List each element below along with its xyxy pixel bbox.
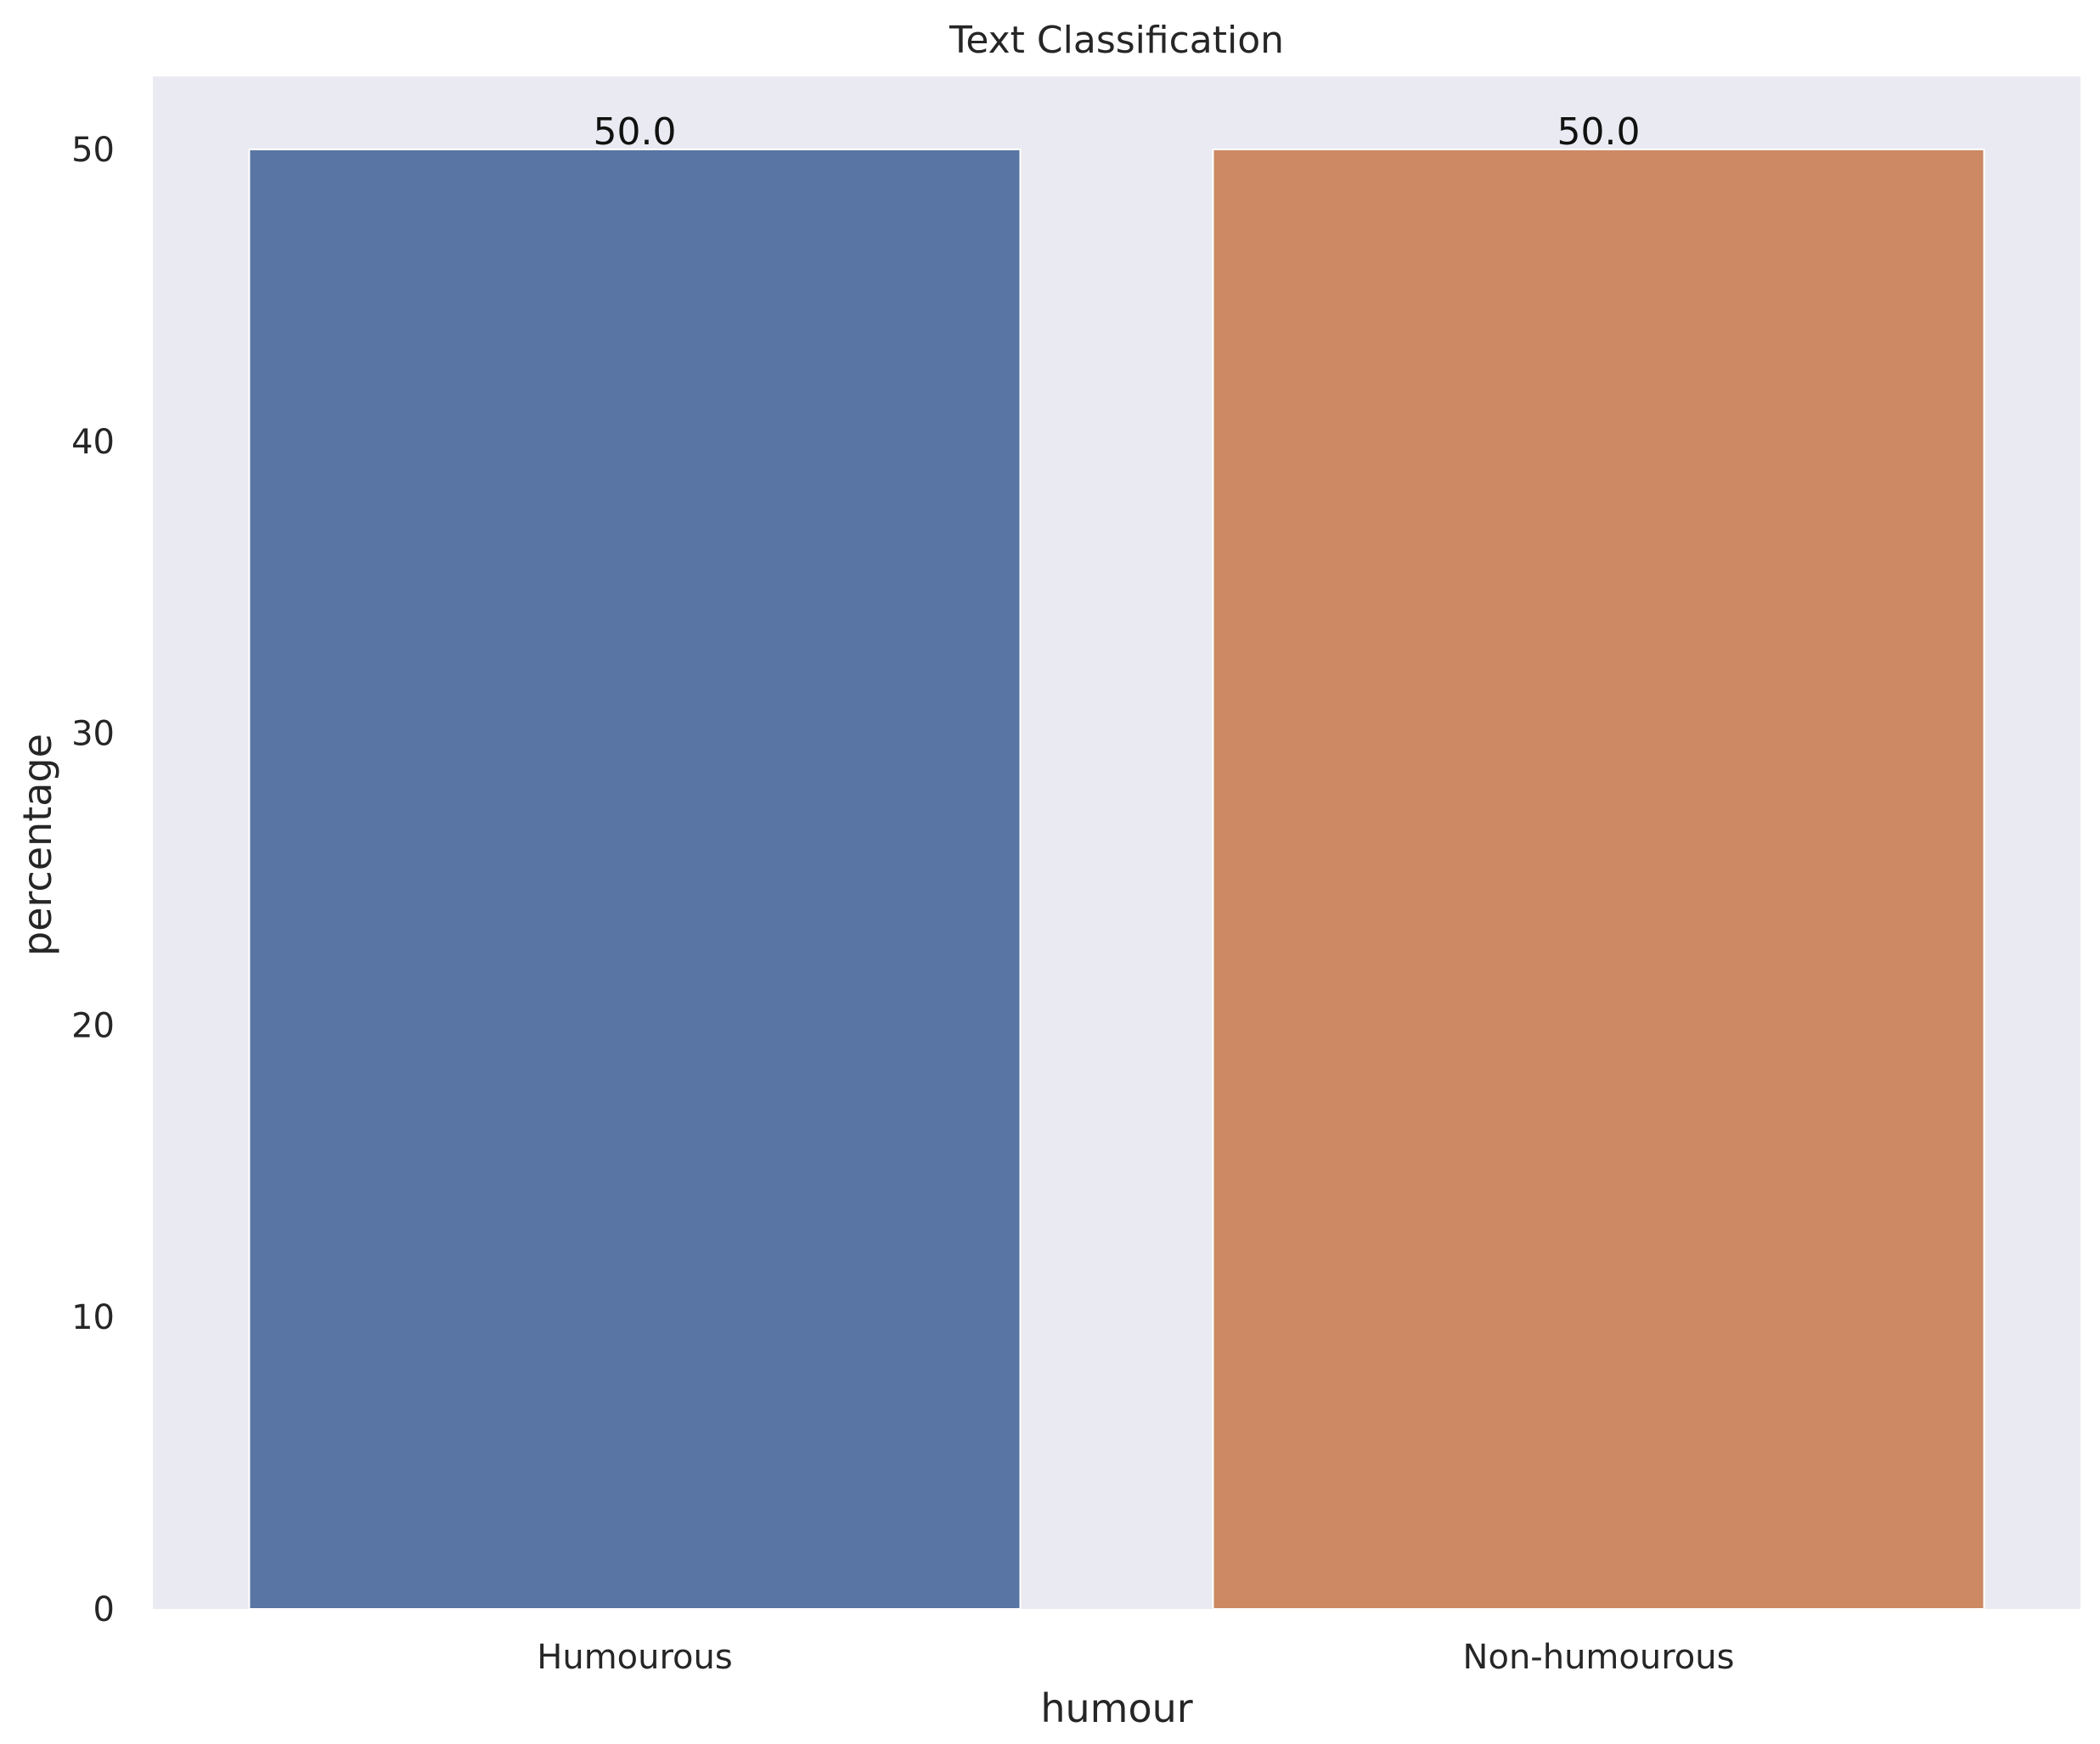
y-axis-label: percentage — [14, 734, 60, 956]
y-tick-label: 10 — [71, 1298, 115, 1337]
data-label: 50.0 — [594, 110, 677, 154]
y-tick-label: 0 — [93, 1590, 115, 1629]
y-tick-label: 50 — [71, 131, 115, 170]
bars-group — [248, 148, 1985, 1610]
bar-non-humourous — [1212, 148, 1985, 1610]
x-tick-label: Non-humourous — [1463, 1638, 1735, 1677]
y-tick-label: 20 — [71, 1006, 115, 1045]
y-tick-label: 40 — [71, 423, 115, 462]
data-label: 50.0 — [1557, 110, 1641, 154]
x-tick-label: Humourous — [537, 1638, 732, 1677]
ticks-group: Humourous Non-humourous 0 10 20 30 40 50 — [71, 131, 1734, 1677]
data-labels-group: 50.0 50.0 — [594, 110, 1641, 154]
bar-humourous — [248, 148, 1022, 1610]
chart-title: Text Classification — [949, 19, 1284, 62]
y-tick-label: 30 — [71, 715, 115, 754]
x-axis-label: humour — [1040, 1685, 1192, 1731]
